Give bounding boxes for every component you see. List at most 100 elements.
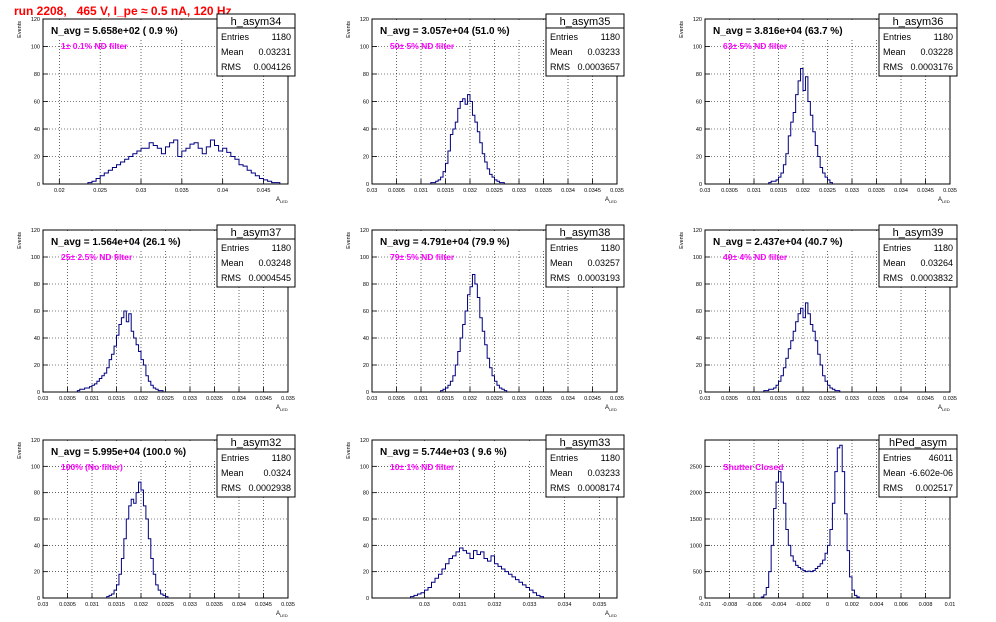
stats-label: RMS <box>550 62 570 72</box>
stats-label: Mean <box>883 47 906 57</box>
histogram-series <box>87 139 281 184</box>
y-tick-label: 20 <box>696 155 702 161</box>
histogram-panel-h_asym33: 0 20 40 60 80 100 120 0.03 0.031 0.032 0.033 0.034 0… <box>346 434 625 618</box>
y-tick-label: 100 <box>31 464 40 470</box>
stats-box: h_asym37 Entries 1180 Mean 0.03248 RMS 0.00045… <box>216 224 296 288</box>
y-tick-label: 500 <box>693 570 702 576</box>
x-tick-label: 0.0315 <box>770 396 787 402</box>
y-tick-label: 100 <box>360 464 369 470</box>
y-axis-label: Events <box>17 21 23 38</box>
x-tick-label: 0.025 <box>93 188 107 194</box>
y-tick-label: 80 <box>363 72 369 78</box>
stats-value: 0.0003193 <box>577 273 620 283</box>
x-tick-label: 0.034 <box>232 602 246 608</box>
x-tick-label: 0.0345 <box>584 188 601 194</box>
stats-value: 0.002517 <box>915 483 953 493</box>
stats-box-title: h_asym36 <box>893 16 944 28</box>
x-tick-label: 0.033 <box>523 602 537 608</box>
y-axis-label: Events <box>17 442 23 459</box>
y-tick-label: 100 <box>693 45 702 51</box>
x-tick-label: 0.035 <box>610 188 624 194</box>
y-tick-label: 80 <box>34 282 40 288</box>
x-tick-label: 0.031 <box>453 602 467 608</box>
stats-label: Entries <box>221 243 250 253</box>
headline-bg <box>376 233 548 250</box>
stats-value: 1180 <box>272 453 291 463</box>
stats-value: 0.0003657 <box>577 62 620 72</box>
filter-annotation: 1± 0.1% ND filter <box>61 41 128 51</box>
x-tick-label: 0 <box>826 602 829 608</box>
filter-annotation: 40± 4% ND filter <box>723 252 788 262</box>
y-tick-label: 100 <box>31 45 40 51</box>
y-tick-label: 0 <box>366 182 369 188</box>
y-tick-label: 100 <box>693 255 702 261</box>
y-tick-label: 80 <box>696 282 702 288</box>
y-tick-label: 20 <box>363 363 369 369</box>
y-tick-label: 20 <box>34 363 40 369</box>
histogram-series <box>440 274 508 392</box>
x-tick-label: 0.031 <box>747 188 761 194</box>
stats-label: Mean <box>883 258 906 268</box>
y-tick-label: 40 <box>696 336 702 342</box>
y-tick-label: 80 <box>696 72 702 78</box>
histogram-panel-h_asym32: 0 20 40 60 80 100 120 0.03 0.0305 0.031 0.0315 0.03… <box>17 434 296 618</box>
histogram-panel-h_asym39: 0 20 40 60 80 100 120 0.03 0.0305 0.031 0.0315 0.03… <box>679 224 958 412</box>
y-axis-label: Events <box>17 232 23 249</box>
stats-value: 0.03231 <box>258 47 291 57</box>
filter-annotation: Shutter Closed <box>723 462 783 472</box>
stats-value: 1180 <box>934 243 953 253</box>
stats-value: 1180 <box>601 32 620 42</box>
x-tick-label: 0.0305 <box>388 396 405 402</box>
x-tick-label: 0.03 <box>38 396 49 402</box>
x-tick-label: 0.0335 <box>868 396 885 402</box>
stats-box-title: h_asym33 <box>560 437 611 449</box>
y-tick-label: 40 <box>34 336 40 342</box>
stats-label: Entries <box>883 453 912 463</box>
x-tick-label: 0.0325 <box>157 396 174 402</box>
stats-box-frame <box>545 224 625 288</box>
y-tick-label: 40 <box>34 127 40 133</box>
stats-value: 0.03264 <box>920 258 953 268</box>
x-tick-label: 0.0305 <box>721 396 738 402</box>
x-tick-label: 0.0315 <box>108 396 125 402</box>
x-tick-label: 0.033 <box>845 188 859 194</box>
stats-label: RMS <box>221 273 241 283</box>
headline-bg <box>709 22 881 39</box>
y-tick-label: 120 <box>31 17 40 23</box>
x-tick-label: 0.008 <box>919 602 933 608</box>
stats-value: 1180 <box>601 453 620 463</box>
x-axis-label: ALED <box>605 197 617 204</box>
y-tick-label: 20 <box>34 570 40 576</box>
y-tick-label: 60 <box>363 100 369 106</box>
y-tick-label: 60 <box>696 100 702 106</box>
stats-value: 46011 <box>929 453 953 463</box>
stats-box: h_asym33 Entries 1180 Mean 0.03233 RMS 0.00081… <box>545 434 625 498</box>
x-tick-label: 0.0315 <box>437 188 454 194</box>
y-tick-label: 0 <box>37 390 40 396</box>
stats-box-title: h_asym39 <box>893 227 944 239</box>
stats-value: 0.004126 <box>253 62 291 72</box>
y-tick-label: 0 <box>37 182 40 188</box>
x-tick-label: 0.032 <box>796 396 810 402</box>
stats-box: h_asym34 Entries 1180 Mean 0.03231 RMS 0.00412… <box>216 13 296 77</box>
stats-label: Entries <box>883 32 912 42</box>
y-tick-label: 0 <box>366 596 369 602</box>
x-tick-label: 0.031 <box>414 396 428 402</box>
x-tick-label: -0.01 <box>699 602 712 608</box>
x-axis-label: ALED <box>938 197 950 204</box>
stats-label: Entries <box>550 453 579 463</box>
y-tick-label: 120 <box>693 228 702 234</box>
stats-value: 0.0003176 <box>910 62 953 72</box>
x-tick-label: 0.031 <box>414 188 428 194</box>
stats-box-title: hPed_asym <box>889 437 947 449</box>
x-tick-label: 0.034 <box>894 396 908 402</box>
x-tick-label: 0.0335 <box>868 188 885 194</box>
x-tick-label: -0.002 <box>795 602 811 608</box>
stats-value: 0.0004545 <box>248 273 291 283</box>
filter-annotation: 25± 2.5% ND filter <box>61 252 133 262</box>
x-tick-label: 0.032 <box>488 602 502 608</box>
x-tick-label: 0.035 <box>610 396 624 402</box>
headline-text: N_avg = 1.564e+04 (26.1 %) <box>51 237 181 248</box>
stats-value: 0.03233 <box>587 468 620 478</box>
headline-bg <box>376 22 548 39</box>
